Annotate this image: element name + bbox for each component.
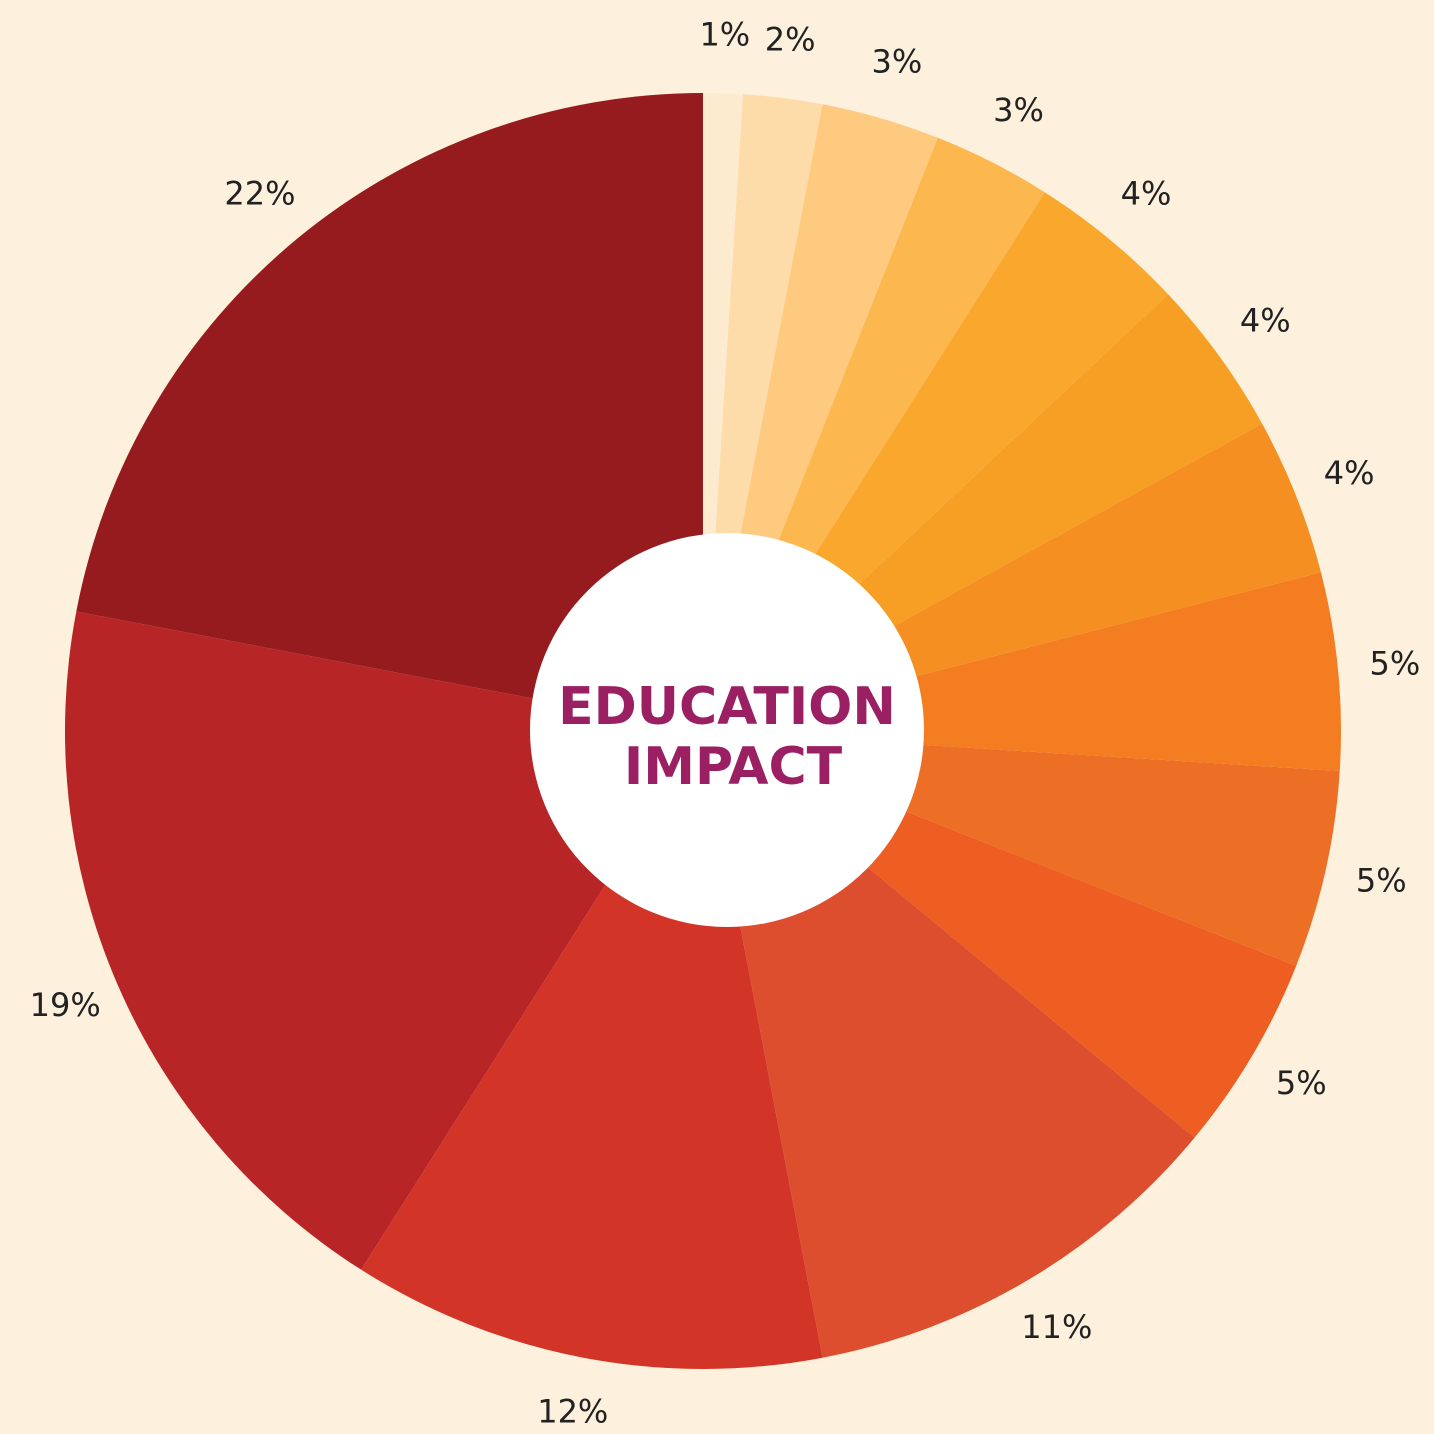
slice-label: 5% bbox=[1276, 1064, 1327, 1102]
slice-label: 12% bbox=[537, 1393, 608, 1431]
slice-label: 3% bbox=[993, 91, 1044, 129]
slice-label: 5% bbox=[1356, 862, 1407, 900]
slice-label: 2% bbox=[765, 20, 816, 58]
slice-label: 4% bbox=[1324, 454, 1375, 492]
slice-label: 19% bbox=[30, 986, 101, 1024]
slice-label: 5% bbox=[1370, 645, 1421, 683]
slice-label: 4% bbox=[1240, 301, 1291, 339]
center-label: EDUCATION bbox=[558, 677, 896, 737]
pie-slice bbox=[76, 93, 704, 731]
slice-label: 22% bbox=[224, 174, 295, 212]
slice-label: 1% bbox=[699, 15, 750, 53]
slice-label: 3% bbox=[872, 43, 923, 81]
slice-label: 4% bbox=[1121, 174, 1172, 212]
donut-hole bbox=[530, 533, 924, 927]
slice-label: 11% bbox=[1021, 1308, 1092, 1346]
center-label: IMPACT bbox=[624, 737, 843, 797]
